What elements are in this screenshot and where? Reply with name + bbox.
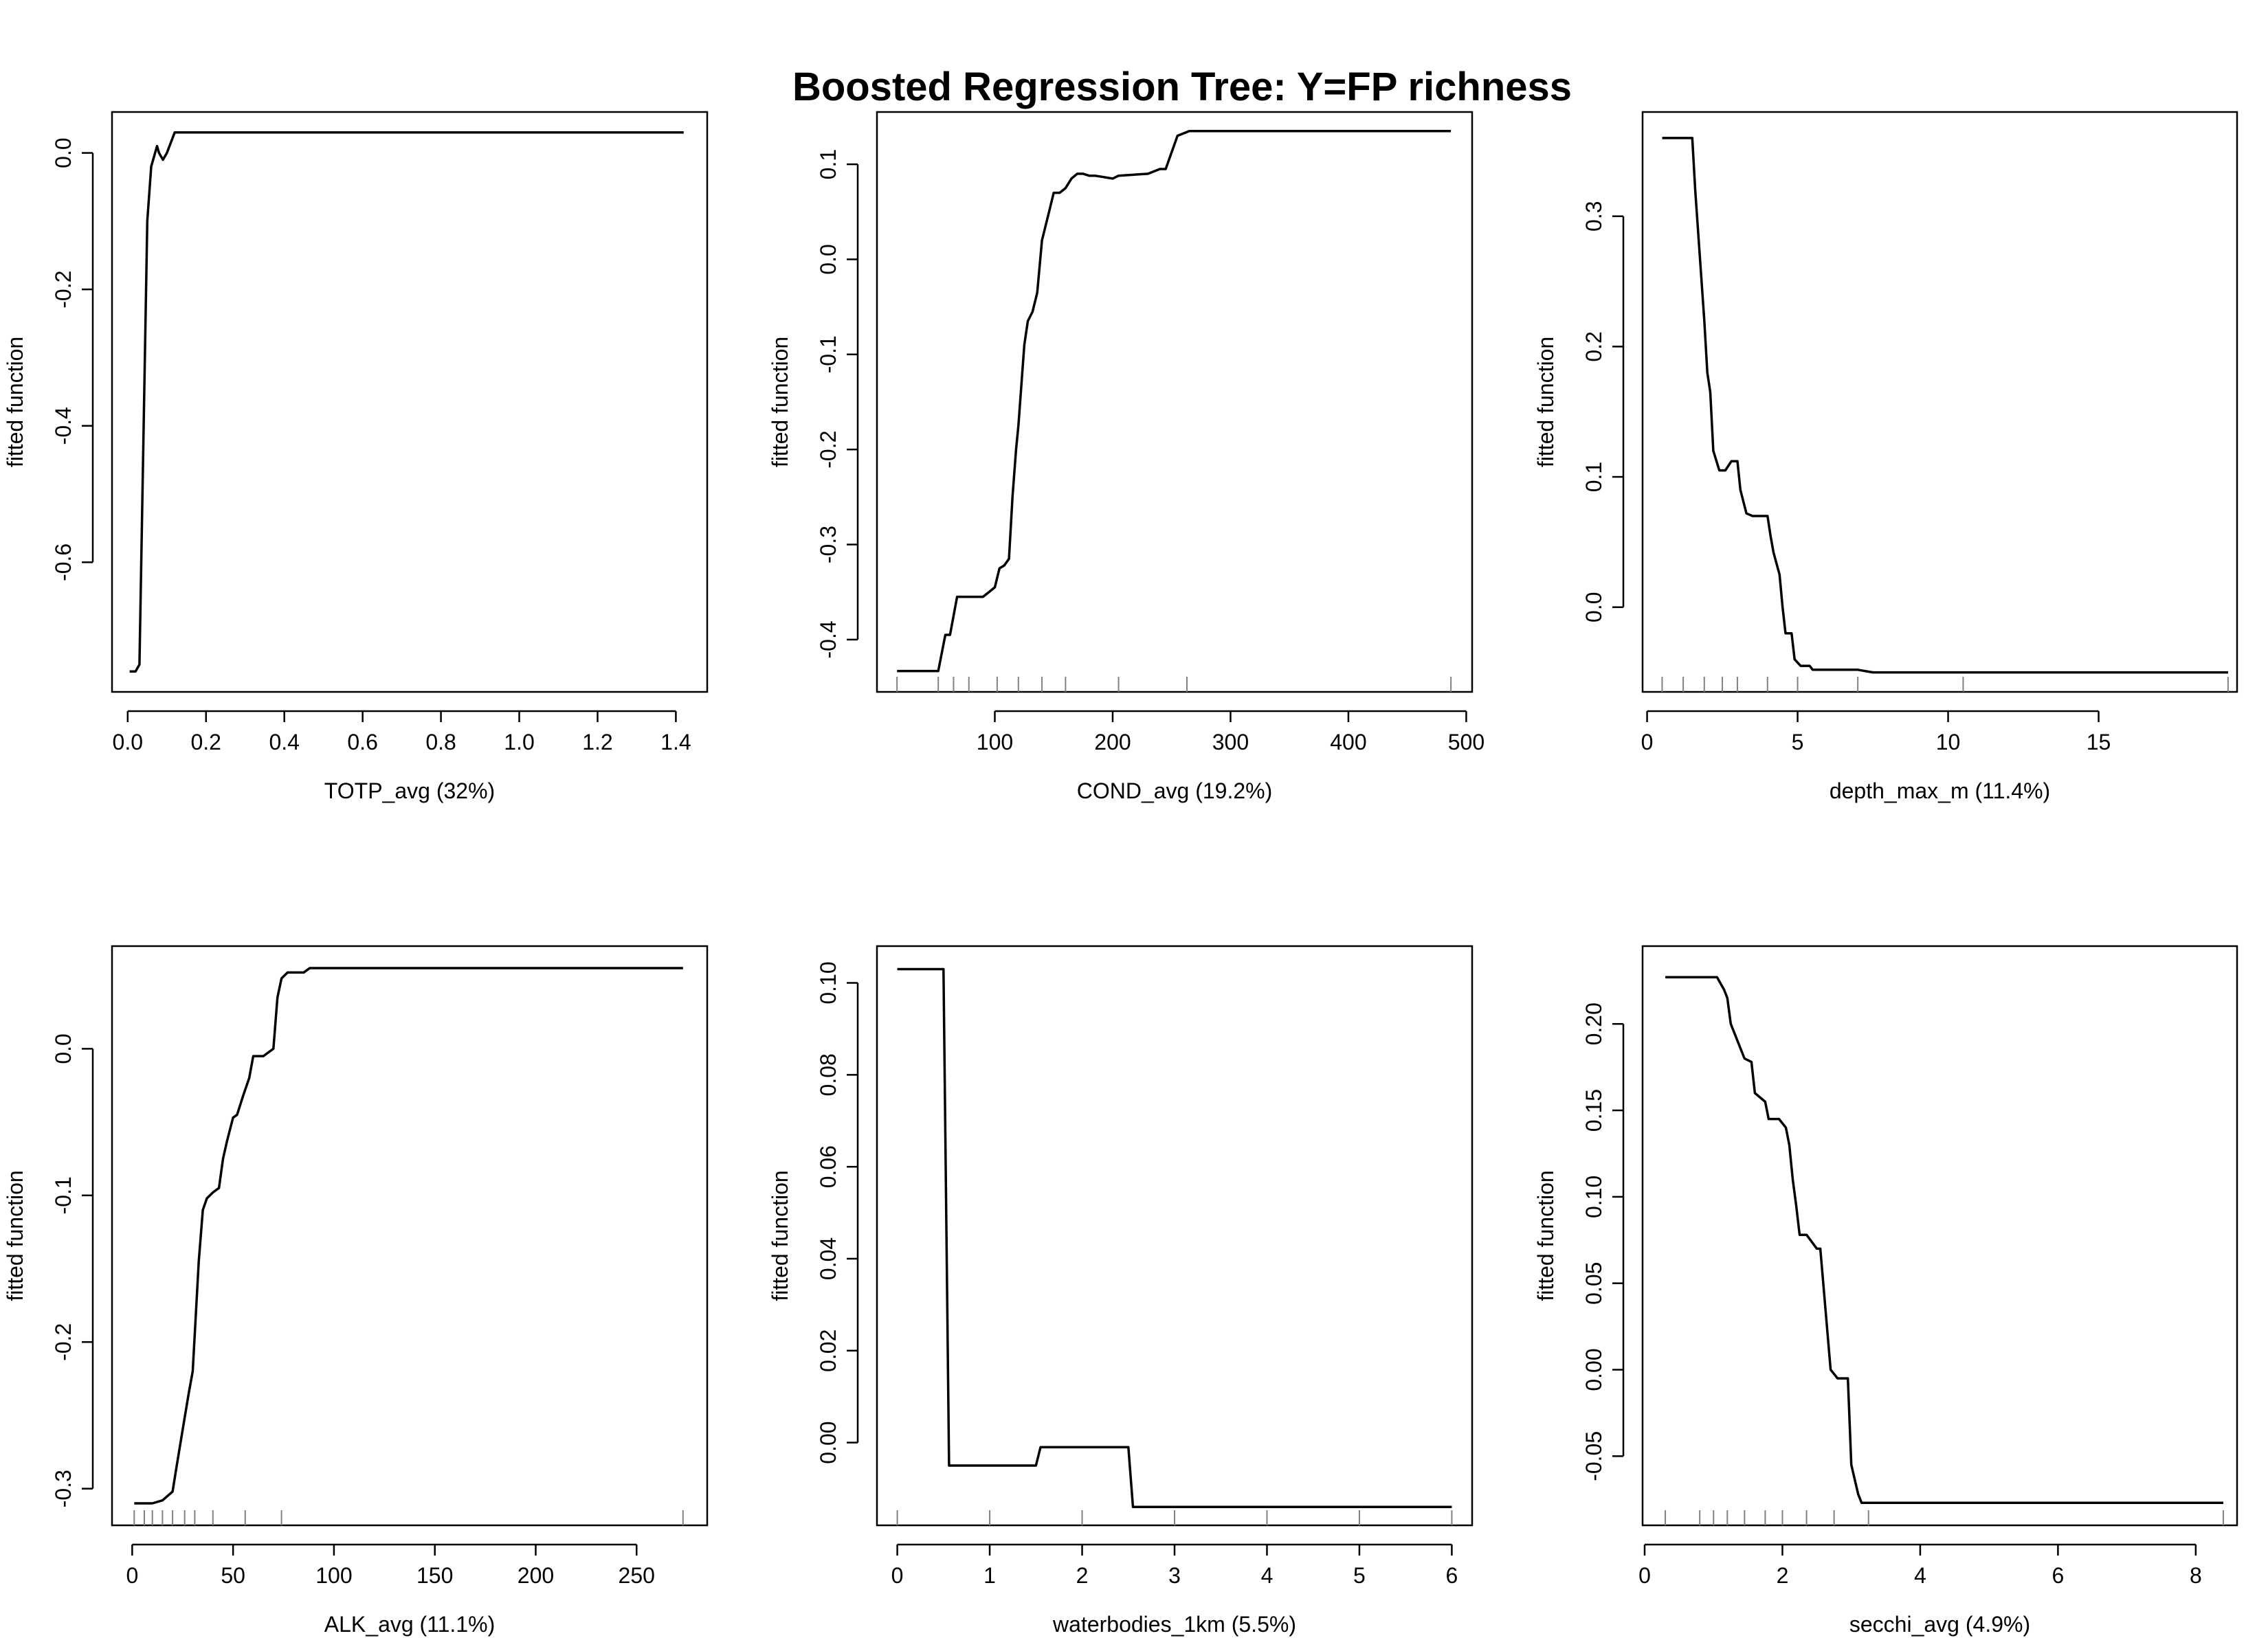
y-tick-label: 0.1 [816, 149, 841, 179]
plot-frame [876, 111, 1474, 693]
x-tick-label: 1.4 [660, 730, 691, 754]
plot-frame [1641, 111, 2238, 693]
x-tick-label: 1 [983, 1563, 996, 1588]
y-axis-label: fitted function [768, 337, 792, 467]
y-tick-label: -0.4 [816, 620, 841, 658]
y-tick-label: -0.3 [816, 526, 841, 563]
fitted-curve [897, 967, 1452, 1508]
x-tick-label: 4 [1914, 1563, 1926, 1588]
plot-frame [111, 111, 709, 693]
x-tick-label: 6 [1446, 1563, 1458, 1588]
y-tick-label: 0.02 [816, 1330, 841, 1372]
x-tick-label: 0.2 [190, 730, 221, 754]
y-tick-label: 0.05 [1581, 1262, 1606, 1305]
y-tick-label: -0.6 [51, 543, 76, 581]
y-axis-label: fitted function [3, 337, 27, 467]
x-tick-label: 10 [1936, 730, 1961, 754]
y-tick-label: 0.20 [1581, 1002, 1606, 1045]
panel-5: 0 1 2 3 4 5 6 waterbodies_1km (5.5%) 0.00 0.02 0.0… [768, 945, 1474, 1637]
x-axis-label: ALK_avg (11.1%) [324, 1612, 495, 1637]
x-axis-label: TOTP_avg (32%) [324, 778, 495, 803]
x-tick-label: 2 [1777, 1563, 1789, 1588]
y-tick-label: -0.1 [51, 1176, 76, 1214]
fitted-curve [129, 131, 684, 673]
x-tick-label: 100 [315, 1563, 352, 1588]
plot-frame [111, 945, 709, 1527]
y-tick-label: -0.2 [51, 1323, 76, 1361]
panel-2: 100 200 300 400 500 COND_avg (19.2%) -0.4 -0.3 -… [768, 111, 1485, 803]
x-tick-label: 0 [126, 1563, 138, 1588]
x-tick-label: 50 [221, 1563, 245, 1588]
y-axis-label: fitted function [1533, 337, 1558, 467]
y-tick-label: 0.0 [816, 244, 841, 274]
y-tick-label: -0.2 [51, 271, 76, 309]
panel-1: 0.0 0.2 0.4 0.6 0.8 1.0 1.2 1.4 TOTP_avg (32%) -0… [3, 111, 709, 803]
x-tick-label: 500 [1448, 730, 1485, 754]
x-tick-label: 0.8 [425, 730, 456, 754]
x-axis-label: waterbodies_1km (5.5%) [1052, 1612, 1296, 1637]
fitted-curve [1665, 976, 2223, 1505]
plot-frame [1641, 945, 2238, 1527]
x-tick-label: 15 [2087, 730, 2111, 754]
panel-3: 0 5 10 15 depth_max_m (11.4%) 0.0 0.1 0.2 0.3 fit… [1533, 111, 2238, 803]
x-tick-label: 1.2 [582, 730, 612, 754]
x-tick-label: 0.0 [113, 730, 143, 754]
y-tick-label: 0.0 [51, 137, 76, 168]
y-tick-label: 0.00 [816, 1421, 841, 1463]
x-tick-label: 200 [1094, 730, 1131, 754]
y-tick-label: -0.3 [51, 1470, 76, 1507]
y-tick-label: 0.15 [1581, 1089, 1606, 1132]
fitted-curve [1662, 137, 2228, 674]
y-tick-label: -0.1 [816, 335, 841, 373]
y-tick-label: 0.10 [816, 961, 841, 1004]
y-tick-label: 0.00 [1581, 1348, 1606, 1391]
x-tick-label: 0.6 [347, 730, 377, 754]
x-tick-label: 8 [2190, 1563, 2202, 1588]
y-axis-label: fitted function [1533, 1170, 1558, 1301]
x-tick-label: 0 [891, 1563, 904, 1588]
x-tick-label: 300 [1212, 730, 1249, 754]
x-tick-label: 400 [1330, 730, 1366, 754]
y-tick-label: -0.2 [816, 431, 841, 469]
panel-4: 0 50 100 150 200 250 ALK_avg (11.1%) -0.3 -0.2 -0… [3, 945, 709, 1637]
x-tick-label: 100 [977, 730, 1013, 754]
x-tick-label: 6 [2052, 1563, 2064, 1588]
panels: 0.0 0.2 0.4 0.6 0.8 1.0 1.2 1.4 TOTP_avg (32%) -0… [3, 111, 2238, 1637]
x-tick-label: 0.4 [269, 730, 299, 754]
panel-6: 0 2 4 6 8 secchi_avg (4.9%) -0.05 0.00 0.05 0.10 0… [1533, 945, 2238, 1637]
x-tick-label: 1.0 [504, 730, 534, 754]
x-tick-label: 150 [416, 1563, 453, 1588]
y-axis-label: fitted function [3, 1170, 27, 1301]
fitted-curve [897, 129, 1452, 673]
x-tick-label: 0 [1641, 730, 1654, 754]
x-tick-label: 3 [1168, 1563, 1181, 1588]
x-tick-label: 0 [1638, 1563, 1651, 1588]
x-axis-label: COND_avg (19.2%) [1077, 778, 1273, 803]
x-tick-label: 5 [1792, 730, 1804, 754]
fitted-curve [134, 967, 683, 1505]
y-axis-label: fitted function [768, 1170, 792, 1301]
y-tick-label: 0.08 [816, 1053, 841, 1096]
x-tick-label: 5 [1353, 1563, 1366, 1588]
y-tick-label: -0.4 [51, 407, 76, 445]
x-tick-label: 200 [518, 1563, 554, 1588]
x-tick-label: 250 [619, 1563, 655, 1588]
y-tick-label: 0.1 [1581, 462, 1606, 492]
y-tick-label: 0.06 [816, 1145, 841, 1188]
y-tick-label: -0.05 [1581, 1431, 1606, 1481]
y-tick-label: 0.0 [51, 1033, 76, 1064]
y-tick-label: 0.3 [1581, 201, 1606, 231]
y-tick-label: 0.2 [1581, 331, 1606, 361]
x-axis-label: secchi_avg (4.9%) [1849, 1612, 2030, 1637]
plot-frame [876, 945, 1474, 1527]
y-tick-label: 0.10 [1581, 1176, 1606, 1218]
figure-title: Boosted Regression Tree: Y=FP richness [792, 65, 1572, 109]
x-tick-label: 2 [1076, 1563, 1089, 1588]
x-axis-label: depth_max_m (11.4%) [1830, 778, 2050, 803]
y-tick-label: 0.04 [816, 1237, 841, 1280]
x-tick-label: 4 [1261, 1563, 1274, 1588]
y-tick-label: 0.0 [1581, 592, 1606, 622]
